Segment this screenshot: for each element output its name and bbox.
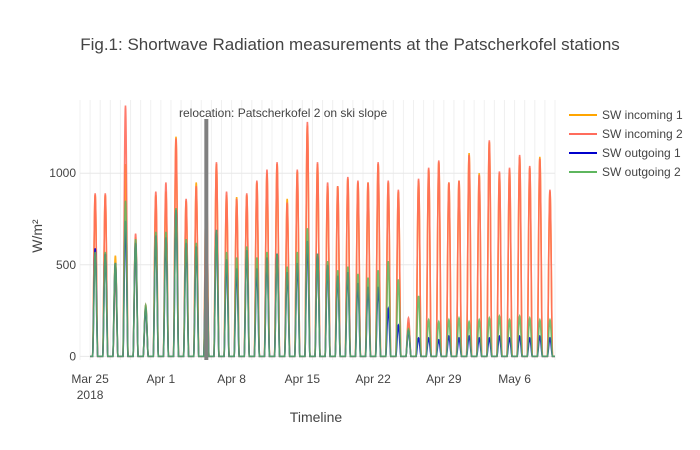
grid-layer [79,100,556,360]
y-axis-title: W/m² [29,219,45,253]
x-tick-label: Apr 8 [217,372,246,386]
relocation-layer: relocation: Patscherkofel 2 on ski slope [179,106,387,360]
x-axis: Mar 25 2018 Apr 1 Apr 8 Apr 15 Apr 22 Apr 29 Ma… [71,372,531,402]
relocation-annotation: relocation: Patscherkofel 2 on ski slope [179,106,387,120]
x-tick-label: Apr 29 [426,372,462,386]
legend-item[interactable]: SW outgoing 2 [569,165,681,179]
y-tick-label: 500 [56,258,76,272]
legend-item[interactable]: SW incoming 1 [569,108,683,122]
x-tick-sublabel: 2018 [77,388,104,402]
x-tick-label: May 6 [498,372,531,386]
legend-label: SW incoming 1 [602,108,683,122]
chart-title: Fig.1: Shortwave Radiation measurements … [80,35,620,54]
x-axis-title: Timeline [290,409,343,425]
legend-label: SW outgoing 1 [602,146,681,160]
legend-label: SW incoming 2 [602,127,683,141]
series-line-sw-outgoing-2 [90,200,555,358]
y-axis: 0 500 1000 [49,166,76,363]
legend[interactable]: SW incoming 1 SW incoming 2 SW outgoing 1 S… [569,108,683,179]
y-tick-label: 1000 [49,166,76,180]
x-tick-label: Apr 15 [285,372,321,386]
x-tick-label: Apr 22 [355,372,391,386]
legend-item[interactable]: SW outgoing 1 [569,146,681,160]
x-tick-label: Apr 1 [147,372,176,386]
y-tick-label: 0 [69,349,76,363]
legend-label: SW outgoing 2 [602,165,681,179]
legend-item[interactable]: SW incoming 2 [569,127,683,141]
series-layer [90,105,555,358]
x-tick-label: Mar 25 [71,372,109,386]
